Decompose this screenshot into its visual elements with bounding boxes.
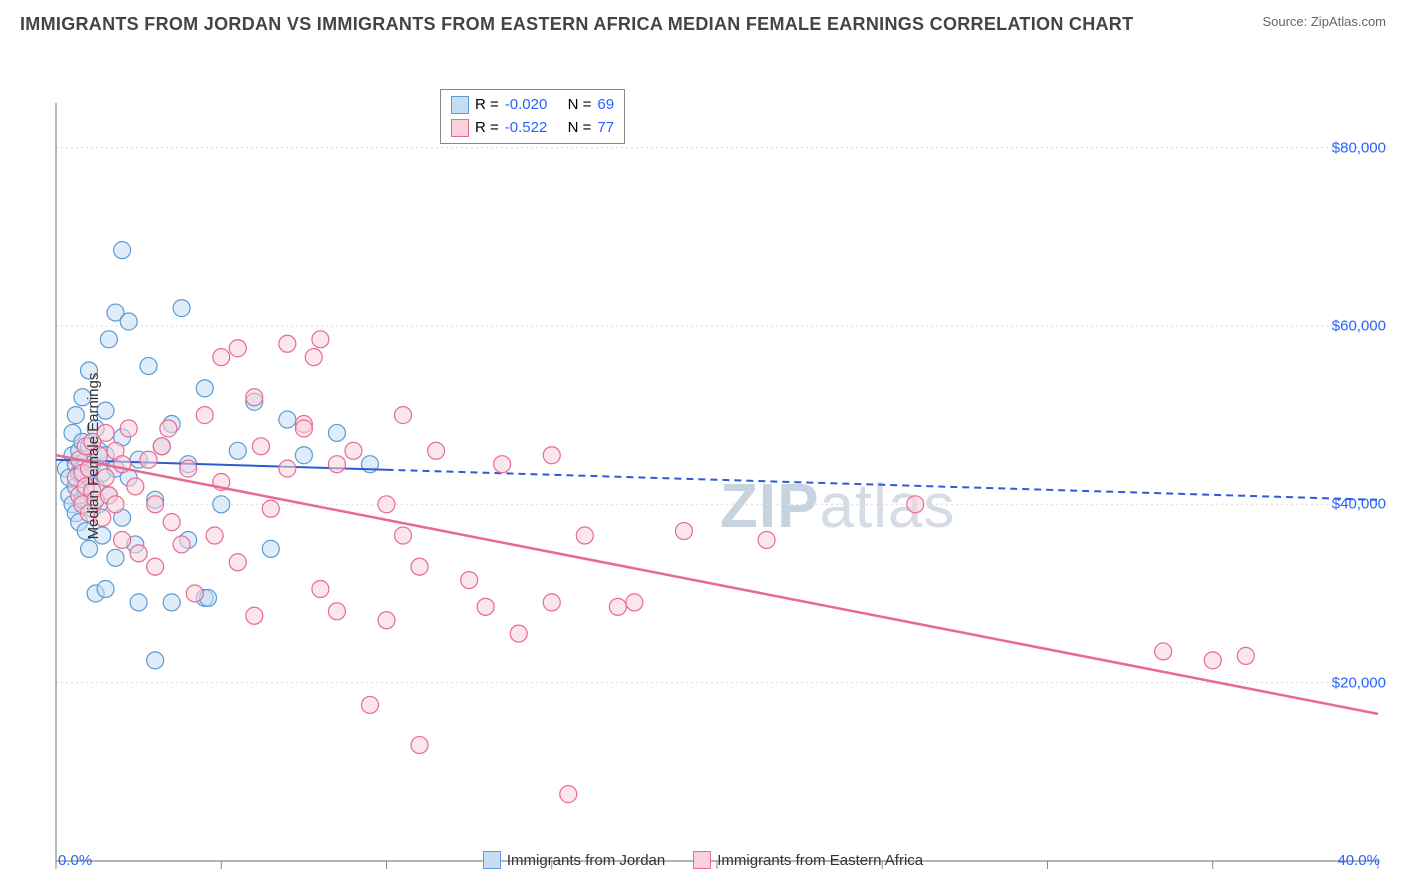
scatter-plot-svg bbox=[0, 41, 1406, 871]
bottom-legend: Immigrants from Jordan Immigrants from E… bbox=[0, 851, 1406, 869]
swatch-eastern-africa bbox=[451, 119, 469, 137]
y-tick-label: $40,000 bbox=[1332, 496, 1386, 513]
legend-item-jordan: Immigrants from Jordan bbox=[483, 851, 665, 869]
y-axis-label: Median Female Earnings bbox=[85, 373, 102, 540]
stats-row-eastern-africa: R = -0.522 N = 77 bbox=[451, 117, 614, 140]
swatch-jordan bbox=[483, 851, 501, 869]
n-value: 69 bbox=[597, 94, 614, 117]
chart-title: IMMIGRANTS FROM JORDAN VS IMMIGRANTS FRO… bbox=[20, 14, 1133, 35]
swatch-jordan bbox=[451, 96, 469, 114]
n-label: N = bbox=[568, 94, 592, 117]
r-label: R = bbox=[475, 117, 499, 140]
r-value: -0.020 bbox=[505, 94, 548, 117]
y-tick-label: $80,000 bbox=[1332, 139, 1386, 156]
y-tick-label: $20,000 bbox=[1332, 674, 1386, 691]
r-value: -0.522 bbox=[505, 117, 548, 140]
stats-row-jordan: R = -0.020 N = 69 bbox=[451, 94, 614, 117]
legend-label: Immigrants from Eastern Africa bbox=[717, 852, 923, 869]
swatch-eastern-africa bbox=[693, 851, 711, 869]
n-label: N = bbox=[568, 117, 592, 140]
legend-label: Immigrants from Jordan bbox=[507, 852, 665, 869]
source-attribution: Source: ZipAtlas.com bbox=[1262, 14, 1386, 29]
r-label: R = bbox=[475, 94, 499, 117]
legend-item-eastern-africa: Immigrants from Eastern Africa bbox=[693, 851, 923, 869]
n-value: 77 bbox=[597, 117, 614, 140]
correlation-stats-box: R = -0.020 N = 69 R = -0.522 N = 77 bbox=[440, 89, 625, 144]
y-tick-label: $60,000 bbox=[1332, 317, 1386, 334]
chart-area: ZIPatlas Median Female Earnings 0.0% 40.… bbox=[0, 41, 1406, 871]
